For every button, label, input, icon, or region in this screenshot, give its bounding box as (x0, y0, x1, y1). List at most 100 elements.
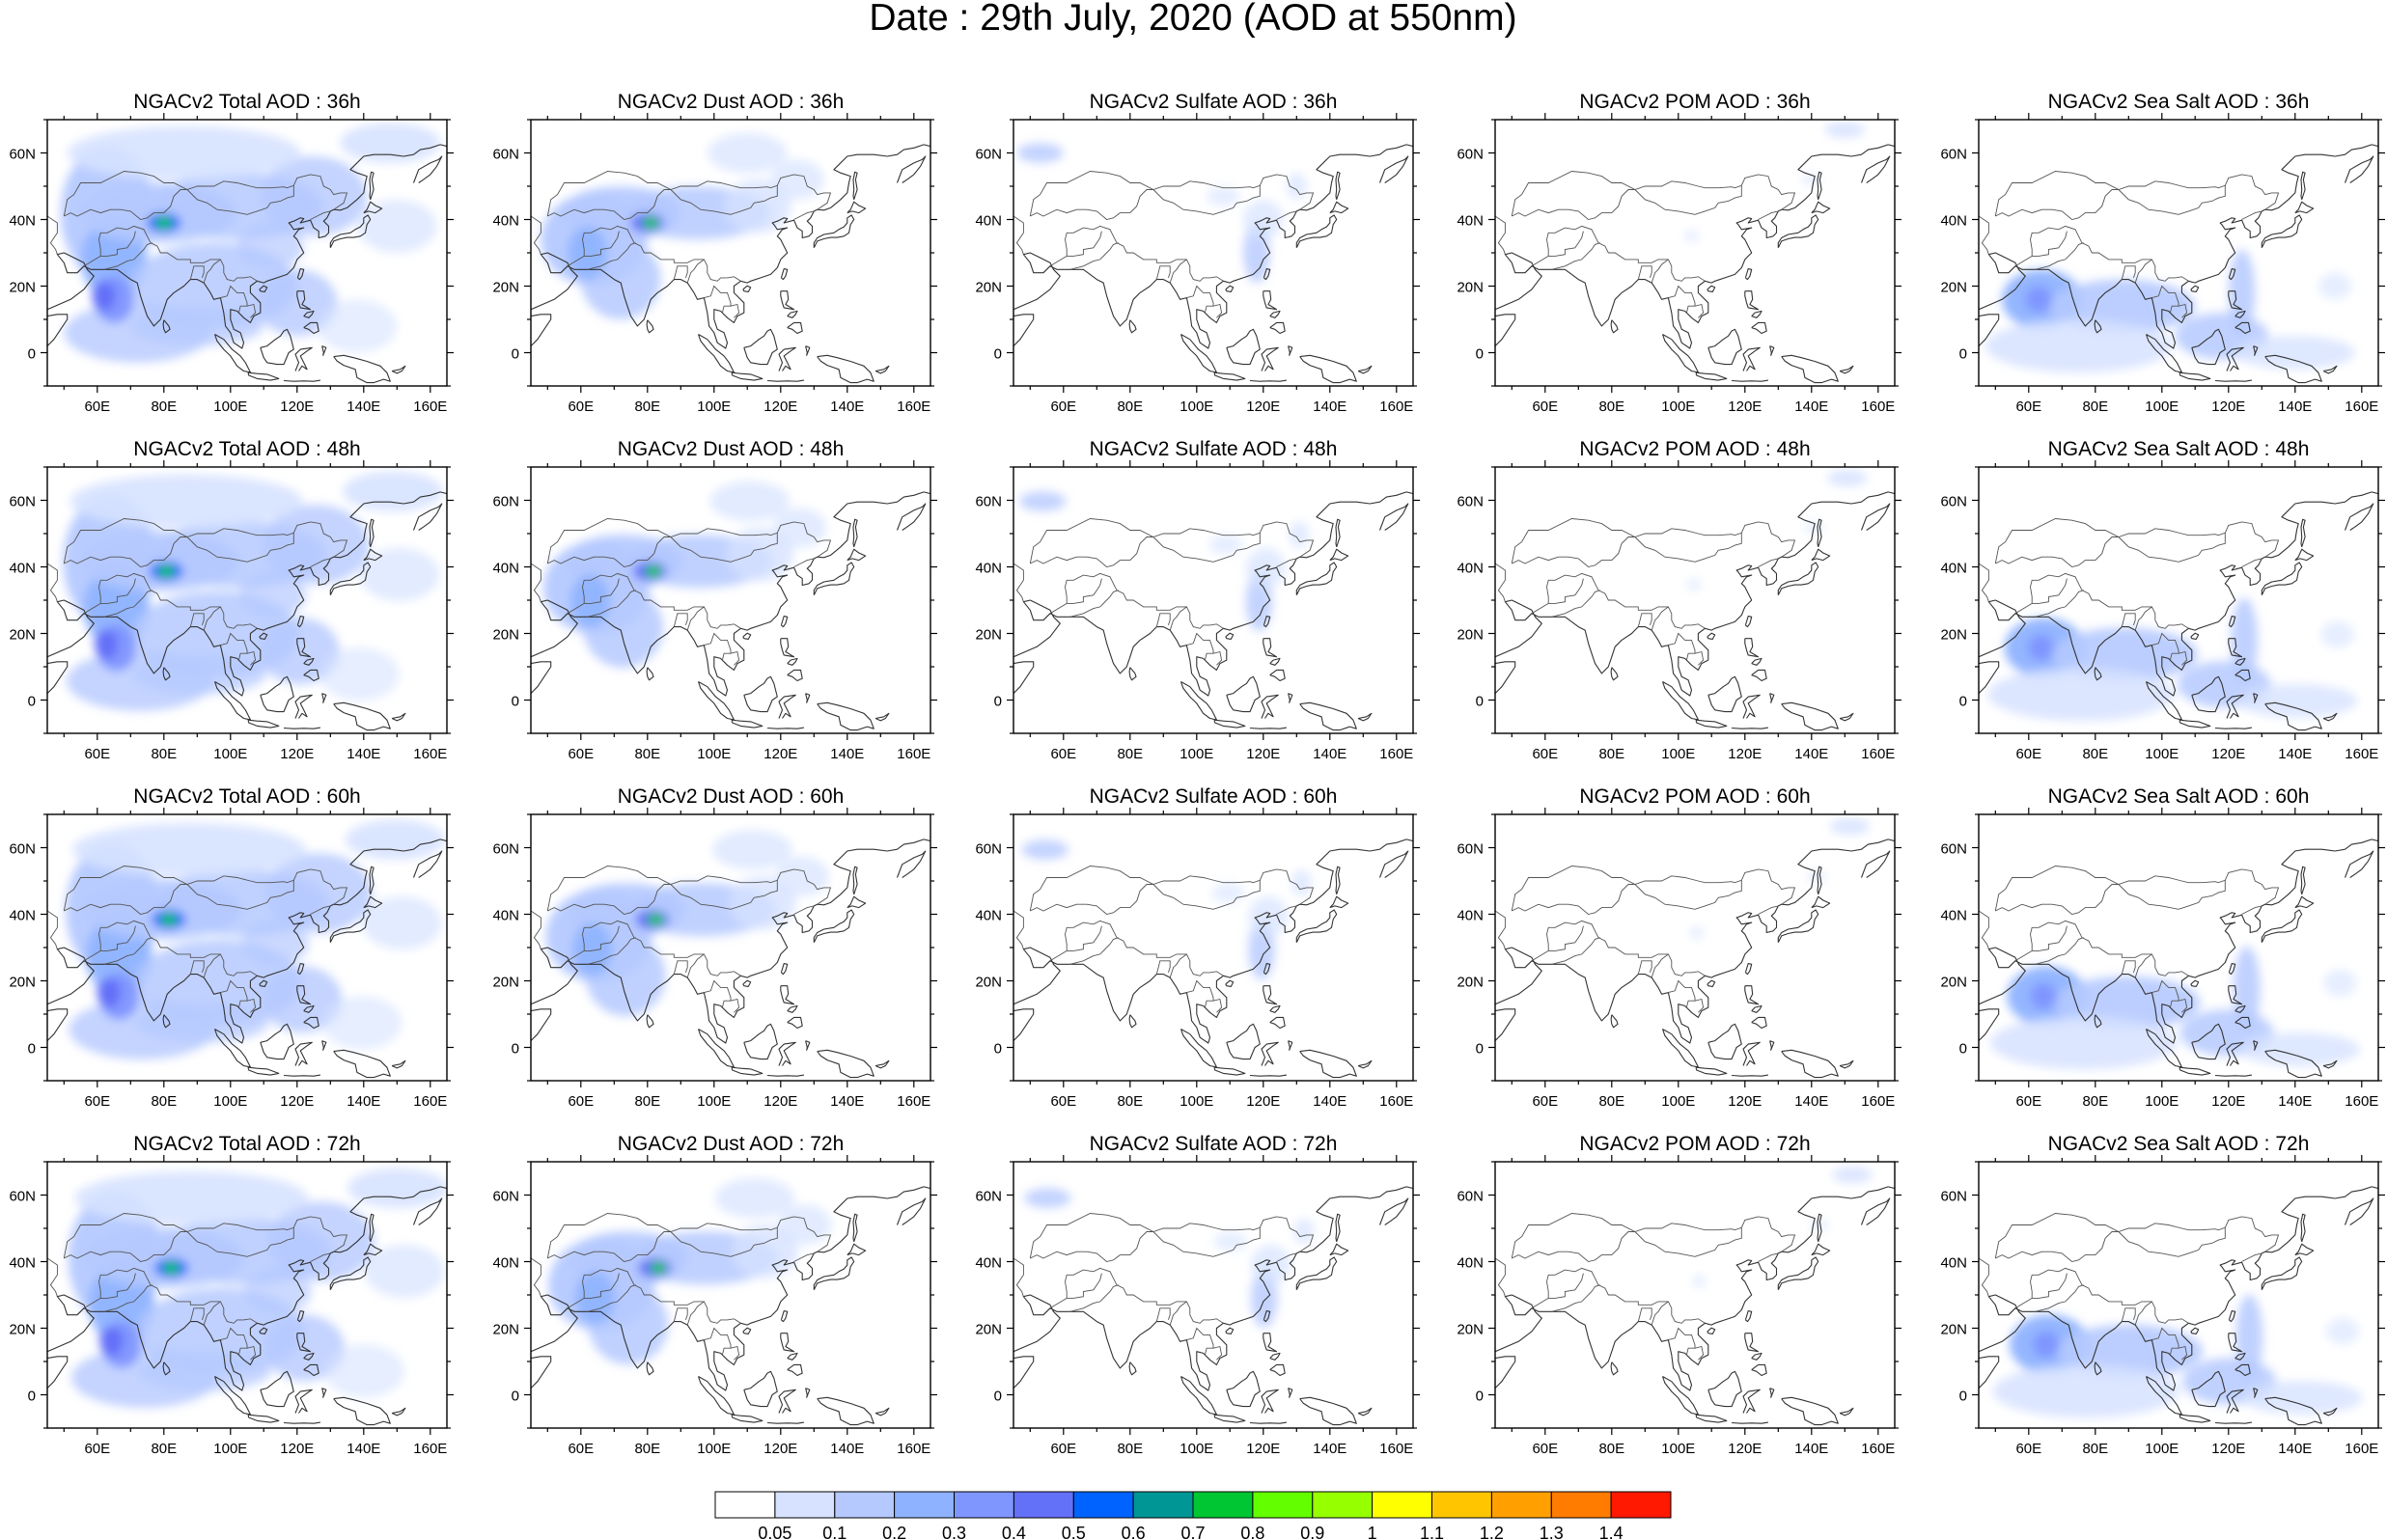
lat-tick-label: 0 (1959, 1041, 1967, 1058)
lat-tick-label: 60N (1457, 841, 1484, 858)
ticks (41, 1155, 454, 1435)
coastlines (1979, 491, 2378, 731)
map-panel: NGACv2 Sea Salt AOD : 36h 60N 40N 20N 0 60E 80… (1940, 91, 2385, 415)
lon-tick-label: 160E (1379, 1441, 1413, 1457)
aod-contour (2027, 634, 2055, 662)
aod-contour (2033, 1331, 2060, 1359)
aod-contour (709, 481, 791, 522)
aod-contour (724, 179, 791, 234)
lon-tick-label: 80E (634, 746, 660, 762)
lon-tick-label: 160E (897, 746, 930, 762)
aod-contour (95, 629, 119, 660)
aod-contour (1291, 869, 1312, 896)
panel-title: NGACv2 Total AOD : 72h (133, 1133, 360, 1155)
colorbar-label: 1.1 (1420, 1524, 1444, 1540)
ticks (1007, 460, 1420, 740)
panel-title: NGACv2 Sulfate AOD : 36h (1090, 91, 1338, 113)
colorbar-swatch (1490, 1491, 1552, 1519)
lon-tick-label: 80E (2082, 399, 2108, 415)
coastlines (47, 839, 447, 1079)
aod-contour (647, 913, 664, 926)
aod-contour (267, 1201, 375, 1281)
lon-tick-label: 80E (151, 399, 177, 415)
panel-title: NGACv2 POM AOD : 60h (1579, 785, 1810, 808)
lon-tick-label: 120E (2211, 1441, 2245, 1457)
lat-tick-label: 60N (9, 841, 36, 858)
country-borders (1495, 1213, 1796, 1361)
panel-title: NGACv2 Sea Salt AOD : 36h (2048, 91, 2310, 113)
lon-tick-label: 140E (830, 746, 864, 762)
ticks (41, 808, 454, 1087)
lon-tick-label: 100E (1661, 399, 1695, 415)
lat-tick-label: 60N (975, 494, 1002, 510)
map-panel: NGACv2 POM AOD : 36h 60N 40N 20N 0 60E 80E 100E… (1457, 91, 1901, 415)
aod-field (1021, 839, 1312, 980)
lon-tick-label: 60E (568, 399, 594, 415)
lon-tick-label: 80E (1117, 746, 1143, 762)
lon-tick-label: 100E (213, 1441, 247, 1457)
colorbar-swatch (1192, 1491, 1254, 1519)
lat-tick-label: 20N (492, 280, 519, 296)
ticks (1972, 1155, 2385, 1435)
lon-tick-label: 100E (1661, 1093, 1695, 1110)
colorbar-label: 1 (1368, 1524, 1377, 1540)
lon-tick-label: 140E (1313, 1441, 1346, 1457)
ticks (1488, 808, 1901, 1087)
colorbar-swatch (954, 1491, 1014, 1519)
aod-contour (650, 1261, 667, 1275)
coastlines (531, 144, 930, 384)
colorbar-label: 0.3 (942, 1524, 966, 1540)
lon-tick-label: 60E (1532, 1093, 1558, 1110)
coastlines (1979, 1186, 2378, 1426)
lon-tick-label: 80E (634, 399, 660, 415)
aod-contour (132, 654, 266, 695)
coastlines (47, 491, 447, 731)
colorbar-swatch (834, 1491, 896, 1519)
lat-tick-label: 20N (1457, 975, 1484, 991)
lat-tick-label: 40N (492, 561, 519, 577)
lat-tick-label: 20N (492, 975, 519, 991)
panel-title: NGACv2 Dust AOD : 72h (618, 1133, 845, 1155)
aod-contour (160, 913, 178, 926)
lon-tick-label: 120E (280, 1093, 314, 1110)
country-borders (1979, 171, 2280, 318)
country-borders (1013, 1213, 1315, 1361)
lat-tick-label: 40N (1457, 213, 1484, 230)
lon-tick-label: 120E (2211, 746, 2245, 762)
country-borders (531, 1213, 832, 1361)
aod-contour (1021, 839, 1069, 860)
lat-tick-label: 20N (1457, 1322, 1484, 1338)
aod-contour (712, 829, 792, 870)
lon-tick-label: 120E (1728, 1093, 1762, 1110)
lon-tick-label: 80E (151, 1093, 177, 1110)
lon-tick-label: 120E (1246, 1441, 1280, 1457)
country-borders (1979, 866, 2280, 1013)
country-borders (1013, 518, 1315, 666)
map-panel: NGACv2 Total AOD : 36h 60N 40N 20N 0 60E 80E 10… (9, 91, 454, 415)
lat-tick-label: 40N (1940, 908, 1967, 924)
lon-tick-label: 60E (1050, 1441, 1076, 1457)
lon-tick-label: 120E (2211, 1093, 2245, 1110)
lon-tick-label: 100E (213, 399, 247, 415)
ticks (524, 808, 937, 1087)
lon-tick-label: 100E (213, 1093, 247, 1110)
lat-tick-label: 60N (1940, 147, 1967, 163)
lat-tick-label: 60N (1940, 494, 1967, 510)
lat-tick-label: 20N (492, 627, 519, 644)
aod-contour (92, 281, 116, 312)
lon-tick-label: 100E (697, 1093, 731, 1110)
lat-tick-label: 0 (1476, 1389, 1484, 1405)
lat-tick-label: 40N (9, 561, 36, 577)
lat-tick-label: 0 (994, 1389, 1002, 1405)
lat-tick-label: 20N (1940, 280, 1967, 296)
map-panel: NGACv2 Sea Salt AOD : 72h 60N 40N 20N 0 60E 80… (1940, 1133, 2385, 1457)
aod-contour (1801, 173, 1822, 186)
lat-tick-label: 40N (975, 1255, 1002, 1272)
lon-tick-label: 100E (1180, 1441, 1213, 1457)
lon-tick-label: 140E (347, 746, 380, 762)
lat-tick-label: 0 (1959, 1389, 1967, 1405)
lat-tick-label: 20N (1457, 627, 1484, 644)
colorbar-label: 0.6 (1122, 1524, 1146, 1540)
lon-tick-label: 60E (84, 746, 110, 762)
